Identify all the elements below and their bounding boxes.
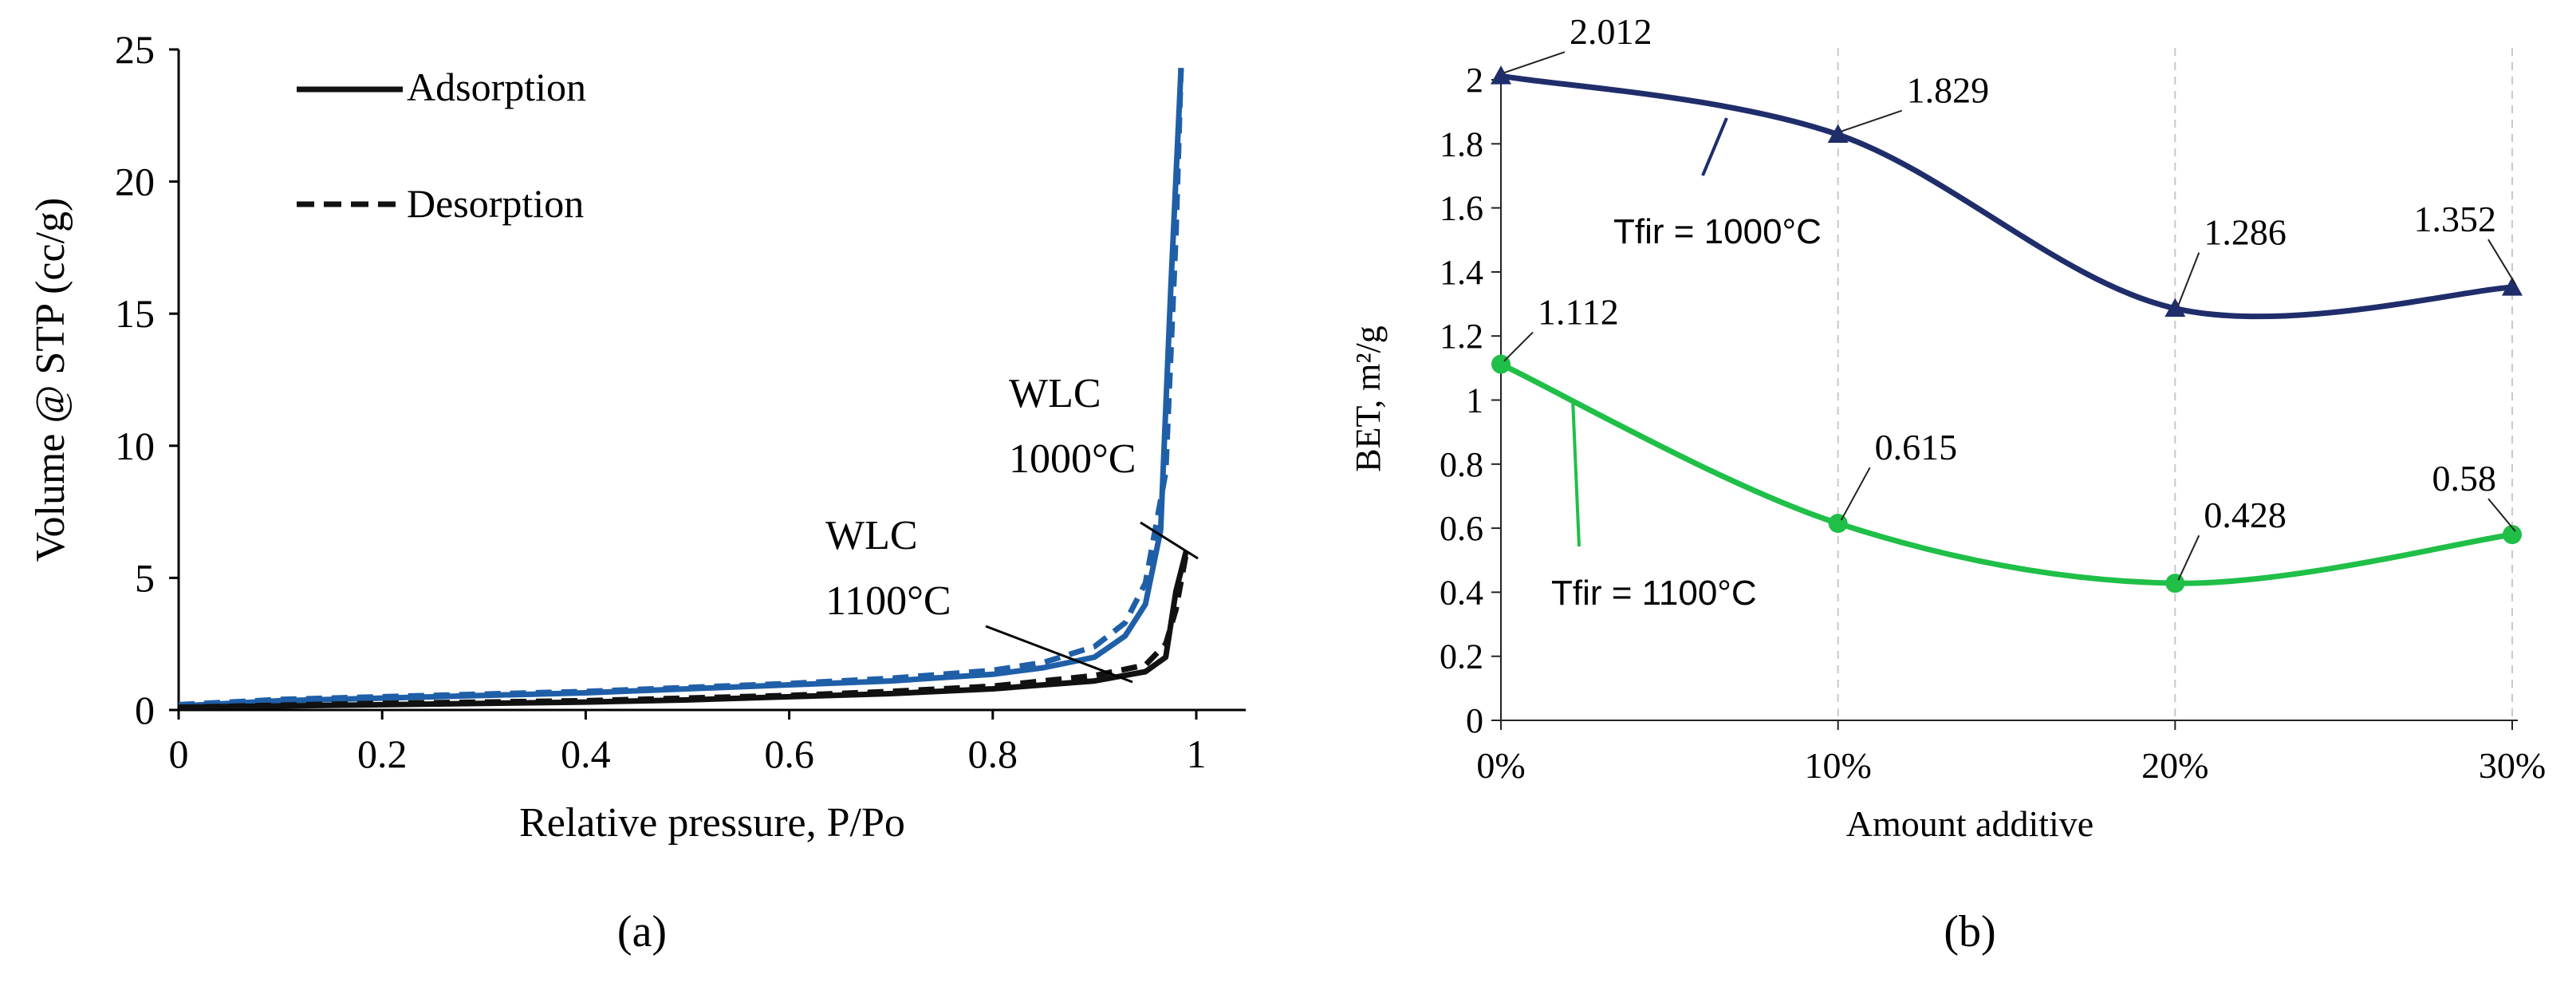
b-series-line-2	[1499, 361, 2513, 586]
b-y-tick-label: 1.4	[1440, 253, 1483, 292]
b-panel-label: (b)	[1944, 907, 1995, 956]
b-y-tick-label: 0.4	[1440, 573, 1483, 612]
a-series-line-4	[178, 553, 1189, 711]
b-y-tick-label: 0.8	[1440, 445, 1483, 484]
b-data-label-leader	[2177, 534, 2200, 581]
a-annotation-wlc-1000: WLC 1000°C	[1009, 371, 1199, 560]
a-x-tick-label: 1	[1187, 732, 1207, 776]
b-data-label: 0.58	[2432, 458, 2497, 499]
b-marker-triangle	[1491, 65, 1511, 85]
b-y-tick-label: 0.2	[1440, 637, 1483, 676]
b-series-label-1100-leader	[1571, 398, 1581, 547]
a-y-tick-label: 25	[115, 27, 155, 72]
b-data-label: 0.615	[1875, 427, 1958, 467]
a-legend: Adsorption Desorption	[297, 65, 586, 226]
b-y-tick-label: 1.8	[1440, 124, 1483, 164]
b-data-label-leader	[1840, 467, 1871, 521]
a-series-line-2	[178, 68, 1184, 708]
b-data-label-leader	[2177, 252, 2200, 306]
b-y-tick-label: 2	[1466, 61, 1483, 100]
a-y-tick-label: 0	[135, 688, 155, 732]
a-series-line-1	[178, 68, 1184, 709]
b-data-label: 1.112	[1538, 292, 1619, 333]
a-annotation-wlc-1000-line2: 1000°C	[1009, 436, 1136, 482]
b-y-tick-label: 1.2	[1440, 317, 1483, 356]
b-marker-triangle	[1827, 124, 1849, 144]
b-data-label: 0.428	[2204, 495, 2286, 535]
a-annotation-wlc-1100-line2: 1100°C	[825, 578, 951, 624]
b-series-label-1000: Tfir = 1000°C	[1613, 117, 1822, 251]
b-data-label-leader	[1503, 51, 1566, 74]
b-data-label: 1.829	[1907, 70, 1990, 111]
b-data-label: 1.286	[2204, 212, 2286, 253]
a-y-axis-label: Volume @ STP (cc/g)	[28, 198, 73, 562]
b-marker-triangle	[2164, 298, 2186, 317]
b-data-label: 2.012	[1570, 11, 1652, 52]
b-marker-circle	[1828, 514, 1848, 534]
b-series-label-1100: Tfir = 1100°C	[1551, 398, 1757, 613]
a-x-tick-label: 0.4	[561, 732, 611, 776]
panel-a-chart: 0 5 10 15 20 25 0 0.2 0.4 0.6 0.8 1 Adsorption Des…	[28, 27, 1246, 956]
b-x-axis-label: Amount additive	[1846, 803, 2093, 844]
b-marker-circle	[2165, 574, 2185, 594]
a-legend-adsorption-label: Adsorption	[407, 65, 586, 109]
b-y-tick-label: 0	[1466, 701, 1483, 740]
b-x-tick-label: 0%	[1476, 745, 1525, 786]
b-data-label: 1.352	[2414, 199, 2497, 239]
a-annotation-wlc-1000-line1: WLC	[1009, 371, 1101, 416]
b-series-label-1000-text: Tfir = 1000°C	[1613, 212, 1822, 251]
a-x-axis-label: Relative pressure, P/Po	[519, 800, 905, 846]
a-x-tick-label: 0.2	[357, 732, 408, 776]
a-y-tick-label: 5	[135, 555, 155, 600]
b-y-tick-label: 1.6	[1440, 189, 1483, 228]
b-x-tick-label: 10%	[1805, 745, 1872, 786]
b-x-tick-label: 30%	[2479, 745, 2546, 786]
b-x-tick-label: 20%	[2141, 745, 2208, 786]
a-x-tick-label: 0.8	[968, 732, 1018, 776]
a-annotation-wlc-1000-leader	[1140, 521, 1199, 560]
a-annotation-wlc-1100: WLC 1100°C	[825, 513, 1133, 684]
a-annotation-wlc-1100-leader	[985, 625, 1133, 684]
a-annotation-wlc-1100-line1: WLC	[825, 513, 918, 558]
b-data-label-leader	[1503, 331, 1534, 362]
b-y-axis-label: BET, m²/g	[1349, 325, 1388, 471]
b-series-line-1	[1500, 73, 2513, 320]
b-y-tick-label: 1	[1466, 381, 1483, 420]
b-marker-triangle	[2502, 277, 2523, 296]
b-data-label-leader	[2487, 498, 2516, 532]
a-y-tick-label: 15	[115, 291, 155, 336]
a-series-line-3	[178, 550, 1189, 711]
b-y-tick-label: 0.6	[1440, 509, 1483, 548]
a-panel-label: (a)	[617, 907, 667, 956]
a-legend-desorption-label: Desorption	[407, 181, 584, 226]
a-y-tick-label: 20	[115, 160, 155, 204]
a-x-tick-label: 0.6	[764, 732, 814, 776]
panel-b-chart: 00.20.40.60.811.21.41.61.82 0% 10% 20% 30% …	[1349, 11, 2546, 956]
b-data-label-leader	[2487, 239, 2516, 285]
a-y-tick-label: 10	[115, 424, 155, 468]
b-marker-circle	[2503, 525, 2522, 545]
b-data-label-leader	[1841, 109, 1902, 132]
b-series-label-1100-text: Tfir = 1100°C	[1551, 574, 1757, 613]
b-series-label-1000-leader	[1701, 117, 1728, 176]
a-x-tick-label: 0	[169, 732, 189, 776]
